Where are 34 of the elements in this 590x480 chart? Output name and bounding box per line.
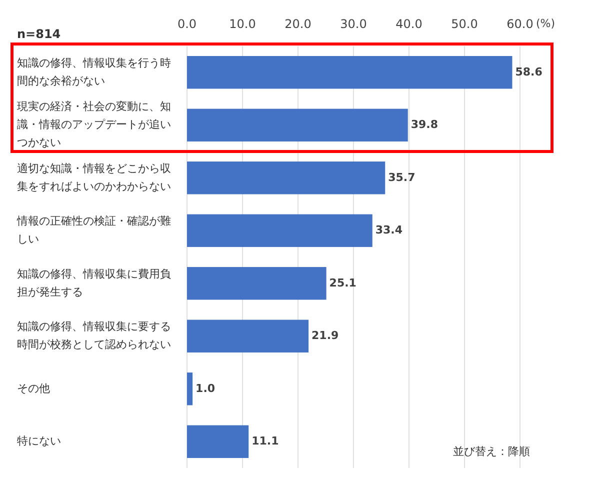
y-tick-label: 適切な知識・情報をどこから収集をすればよいのかわからない: [17, 162, 171, 193]
y-tick-label: 現実の経済・社会の変動に、知識・情報のアップデートが追いつかない: [17, 100, 171, 150]
y-tick-label: 知識の修得、情報収集に要する時間が校務として認められない: [17, 320, 171, 352]
text: n=814: [17, 27, 61, 41]
bar: [187, 108, 408, 142]
bar: [187, 162, 386, 194]
y-tick-label: 特にない: [17, 434, 61, 448]
x-tick-label: 60.0: [506, 17, 534, 31]
bar: [187, 214, 372, 247]
data-label: 25.1: [329, 276, 356, 290]
x-tick-label: 50.0: [451, 17, 478, 31]
data-label: 11.1: [252, 434, 279, 448]
x-tick-label: 10.0: [229, 17, 256, 31]
bar: [187, 267, 326, 300]
x-tick-label: 0.0: [177, 17, 197, 31]
x-tick-label: 40.0: [396, 17, 422, 31]
data-label: 33.4: [375, 224, 403, 237]
y-tick-label: 知識の修得、情報収集を行う時間的な余裕がない: [17, 56, 171, 88]
x-tick-label: 20.0: [284, 17, 312, 31]
bar: [187, 56, 512, 89]
bar: [187, 372, 193, 406]
x-tick-label: 30.0: [340, 17, 367, 31]
y-tick-label: 情報の正確性の検証・確認が難しい: [16, 214, 171, 246]
bar: [187, 425, 249, 458]
data-label: 39.8: [410, 118, 438, 132]
data-label: 1.0: [196, 382, 216, 395]
bar: [187, 320, 309, 352]
y-tick-label: 知識の修得、情報収集に費用負担が発生する: [17, 267, 171, 298]
annotation: 並び替え：降順: [453, 445, 530, 458]
data-label: 35.7: [388, 170, 416, 184]
y-tick-label: その他: [17, 382, 50, 395]
data-label: 21.9: [312, 329, 339, 342]
data-label: 58.6: [515, 65, 543, 78]
x-axis-title: (%): [536, 17, 556, 30]
